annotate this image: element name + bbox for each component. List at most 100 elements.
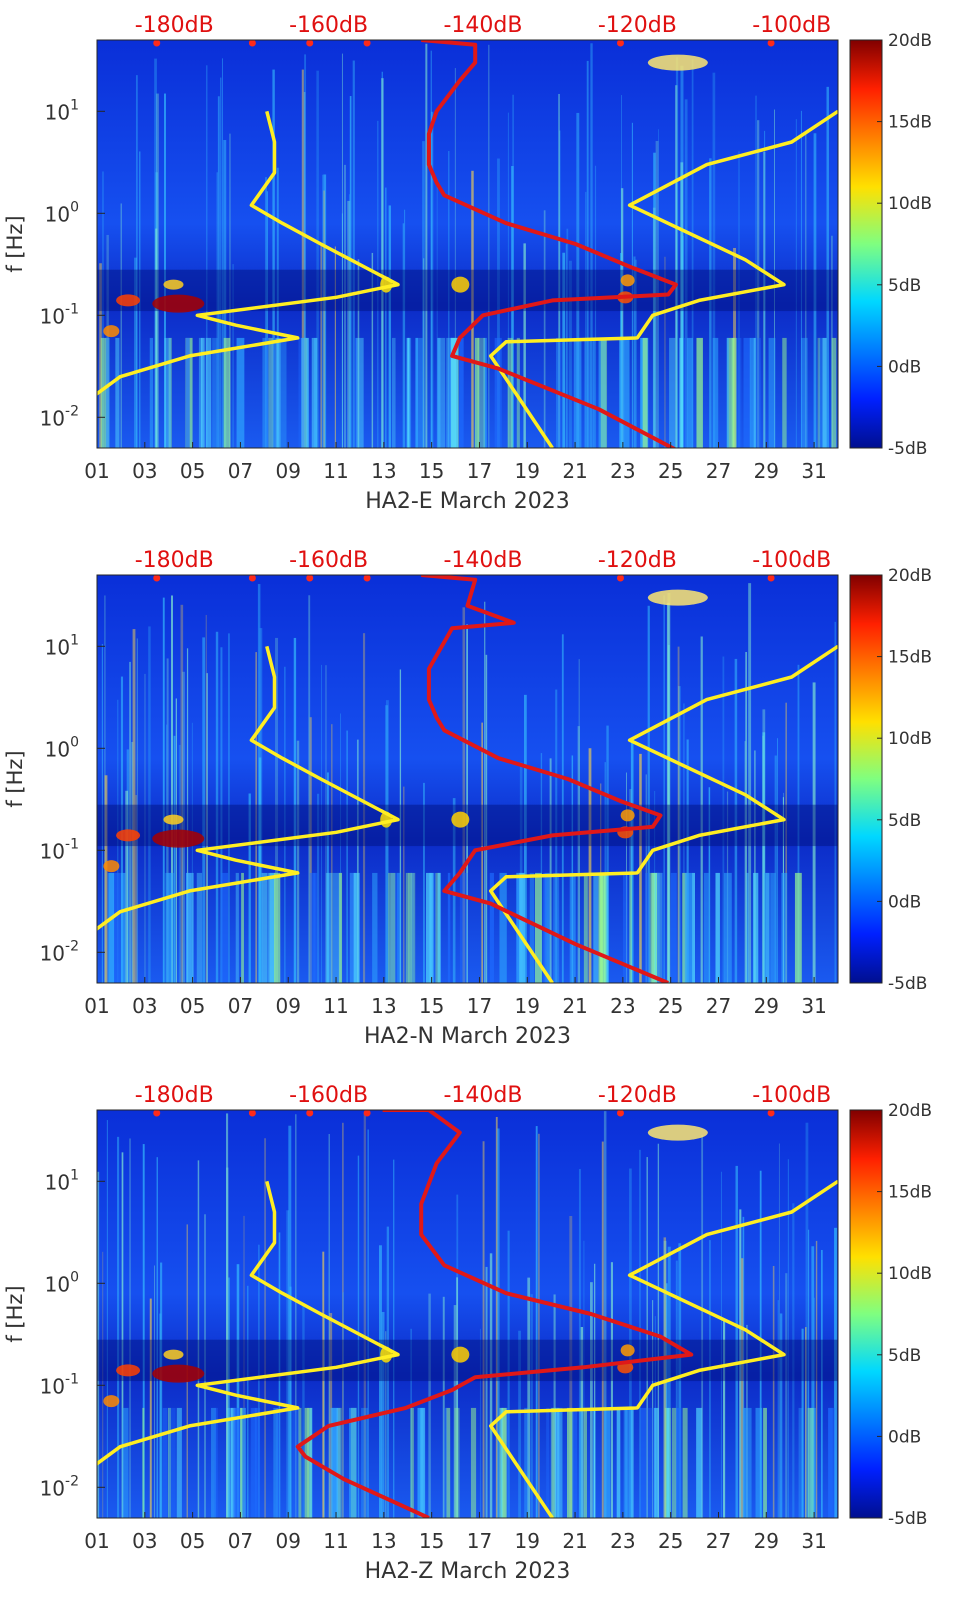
panel-2-streak: [386, 1226, 390, 1518]
panel-2-streak: [821, 1249, 823, 1518]
panel-2-colorbar-label: 15dB: [888, 1183, 932, 1203]
panel-1-streak: [346, 730, 348, 983]
panel-2-streak: [226, 1167, 229, 1518]
spectrogram-panel-n: 01 03 05 07 09 11 13 15 17 19 21 23 25 27 29 31 HA2-N Ma…: [3, 548, 932, 1049]
panel-0-lowband: [642, 337, 648, 448]
panel-1-streak: [135, 795, 137, 983]
panel-2-hotspot: [451, 1346, 470, 1363]
panel-2-lowband: [361, 1407, 368, 1518]
panel-2-lowband: [554, 1407, 560, 1518]
panel-0-xtick-label: 23: [610, 459, 635, 483]
panel-2-lowband: [578, 1407, 583, 1518]
panel-2-streak: [385, 1331, 387, 1518]
panel-1-streak: [812, 682, 816, 983]
panel-0-lowband: [391, 337, 396, 448]
panel-2-streak: [629, 1168, 632, 1518]
panel-2-ytick-label: 101: [45, 1167, 79, 1194]
panel-0-heatmap: [97, 40, 838, 448]
panel-1-streak: [519, 762, 523, 983]
panel-1-streak: [774, 755, 777, 983]
panel-2-ytick-label: 100: [45, 1269, 79, 1296]
panel-1-colorbar-label: 20dB: [888, 566, 932, 586]
panel-0-streak: [675, 85, 678, 448]
panel-2-streak: [489, 1253, 493, 1518]
panel-0-streak: [658, 129, 659, 448]
panel-0-streak: [488, 44, 490, 448]
panel-1-top-axis-label: -120dB: [598, 548, 677, 573]
panel-0-streak: [558, 93, 560, 448]
panel-0-streak: [352, 60, 355, 448]
panel-1-streak: [104, 775, 108, 983]
panel-0-lowband: [198, 337, 203, 448]
panel-1-streak: [485, 654, 488, 983]
panel-2-xtick-label: 05: [180, 1529, 205, 1553]
panel-1-streak: [259, 628, 263, 983]
panel-1-lowband: [516, 872, 525, 983]
panel-2-top-axis-label: -160dB: [289, 1083, 368, 1108]
panel-0-streak: [826, 86, 829, 448]
panel-0-lowband: [407, 337, 410, 448]
panel-2-streak: [603, 1111, 607, 1518]
panel-2-lowband: [420, 1407, 426, 1518]
panel-2-top-axis-label: -140dB: [443, 1083, 522, 1108]
panel-1-xtick-label: 29: [754, 994, 779, 1018]
panel-0-lowband: [205, 337, 212, 448]
panel-0-xlabel: HA2-E March 2023: [365, 489, 569, 514]
panel-0-streak: [402, 223, 405, 448]
panel-1-lowband: [651, 872, 656, 983]
panel-1-streak: [606, 725, 609, 983]
panel-0-lowband: [474, 337, 480, 448]
panel-0-lowband: [516, 337, 520, 448]
panel-0-streak: [216, 172, 218, 448]
panel-2-hotspot: [152, 1364, 205, 1383]
panel-2-xtick-label: 03: [132, 1529, 157, 1553]
panel-1-streak: [316, 793, 320, 983]
panel-2-top-marker: [767, 1110, 775, 1117]
panel-1-lowband: [437, 872, 441, 983]
panel-0-lowband: [105, 337, 110, 448]
panel-2-lowband: [304, 1407, 312, 1518]
panel-2-streak: [646, 1157, 648, 1518]
panel-1-streak: [171, 595, 173, 983]
panel-1-streak: [481, 722, 483, 983]
panel-1-streak: [403, 786, 405, 983]
panel-0-streak: [229, 133, 231, 448]
panel-2-streak: [456, 1277, 458, 1518]
panel-2-hotspot: [103, 1395, 120, 1408]
panel-2-streak: [834, 1227, 837, 1518]
panel-0-series-yellow-low-noise: [97, 110, 400, 396]
panel-0-streak: [507, 112, 509, 448]
panel-2-xtick-label: 23: [610, 1529, 635, 1553]
panel-0-lowband: [712, 337, 719, 448]
panel-2-streak: [639, 1149, 641, 1518]
panel-1-series-yellow-high-noise: [488, 644, 838, 983]
panel-0-streak: [664, 256, 666, 448]
panel-2-lowband: [640, 1407, 647, 1518]
panel-1-streak: [677, 646, 680, 983]
panel-1-lowband: [715, 872, 720, 983]
panel-0-lowband: [669, 337, 676, 448]
panel-1-lowband: [388, 872, 396, 983]
panel-0-lowband: [686, 337, 693, 448]
panel-0-series-red-median-psd: [421, 40, 678, 448]
panel-0-lowband: [477, 337, 485, 448]
panel-0-streak: [813, 133, 817, 448]
panel-2-streak: [518, 1330, 521, 1518]
panel-0-streak: [631, 122, 633, 448]
panel-0-streak: [99, 263, 102, 448]
panel-1-streak: [577, 726, 580, 983]
panel-1-streak: [215, 631, 219, 983]
panel-2-streak: [442, 1296, 445, 1518]
panel-0-xtick-label: 29: [754, 459, 779, 483]
panel-0-lowband: [212, 337, 218, 448]
panel-0-lowband: [679, 337, 683, 448]
panel-0-streak: [164, 93, 166, 448]
panel-0-lowband: [494, 337, 502, 448]
panel-0-streak: [266, 191, 268, 448]
panel-1-colorbar-label: 15dB: [888, 648, 932, 668]
panel-1-top-axis-label: -140dB: [443, 548, 522, 573]
panel-0-streak: [652, 207, 656, 448]
panel-1-series-red-median-psd: [421, 575, 669, 983]
panel-0-top-axis-label: -100dB: [752, 13, 831, 38]
